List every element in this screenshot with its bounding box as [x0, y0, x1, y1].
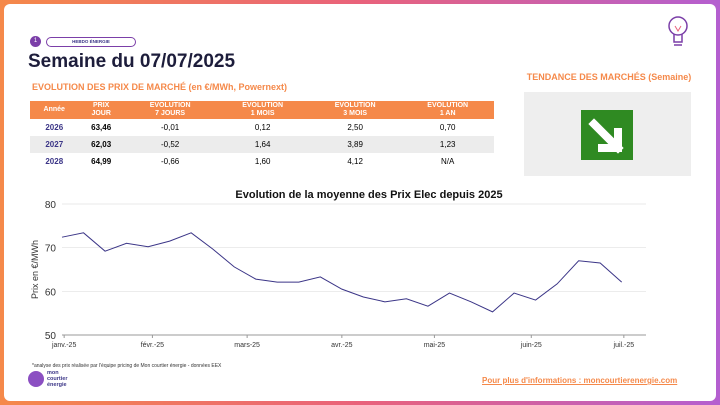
info-link[interactable]: Pour plus d'informations : moncourtieren…: [482, 376, 678, 385]
logo-mark: [28, 371, 44, 387]
x-tick-label: févr.-25: [141, 342, 164, 349]
trend-title: TENDANCE DES MARCHÉS (Semaine): [526, 72, 692, 82]
table-cell: 64,99: [91, 157, 112, 166]
trend-icon: [581, 110, 633, 160]
table-cell: -0,01: [161, 123, 180, 132]
x-tick-label: mars-25: [234, 342, 260, 349]
y-axis-label: Prix en €/MWh: [30, 240, 40, 299]
table-cell: 63,46: [91, 123, 112, 132]
y-tick-label: 50: [45, 331, 57, 342]
table-cell: -0,66: [161, 157, 180, 166]
table-cell: 3,89: [308, 136, 402, 153]
table-cell: -0,52: [123, 136, 217, 153]
title: Semaine du 07/07/2025: [28, 51, 236, 72]
tag: HEBDO ÉNERGIE: [46, 37, 136, 47]
logo-text: mon courtier énergie: [47, 370, 67, 388]
table-cell: 4,12: [347, 157, 363, 166]
trend-box: [524, 92, 691, 176]
column-header: EVOLUTION 3 MOIS: [308, 101, 402, 119]
line-series: [61, 232, 623, 313]
table-cell: 2026: [45, 123, 64, 132]
price-table: Année PRIX JOUR EVOLUTION 7 JOURS EVOLUTION…: [30, 101, 494, 170]
table-cell: 62,03: [78, 136, 124, 153]
logo-line: énergie: [47, 382, 67, 388]
table-cell: 2028: [45, 157, 64, 166]
chart-title: Evolution de la moyenne des Prix Elec de…: [235, 189, 502, 201]
table-row: 2027 62,03 -0,52 1,64 3,89 1,23: [30, 136, 494, 153]
column-header: EVOLUTION 1 MOIS: [216, 101, 309, 119]
table-row: 2026 63,46 -0,01 0,12 2,50 0,70: [30, 119, 494, 136]
table-cell: 1,60: [254, 157, 271, 166]
x-tick-label: janv.-25: [51, 342, 76, 349]
slide: 1 HEBDO ÉNERGIE Semaine du 07/07/2025 EV…: [4, 4, 716, 401]
x-tick-label: juil.-25: [613, 342, 635, 349]
table-cell: 1,23: [401, 136, 494, 153]
table-cell: 2,50: [347, 123, 363, 132]
y-tick-label: 80: [45, 200, 57, 211]
line-chart: Evolution de la moyenne des Prix Elec de…: [30, 189, 646, 349]
table-row: 2028 64,99 -0,66 1,60 4,12 N/A: [30, 153, 494, 170]
column-header: Année: [30, 101, 79, 119]
y-tick-label: 70: [45, 244, 57, 255]
logo-line: mon: [47, 370, 59, 376]
table-cell: 2027: [30, 136, 79, 153]
badge: 1: [30, 36, 41, 47]
table-cell: 1,64: [216, 136, 309, 153]
footnote: *analyse des prix réalisée par l'équipe …: [32, 363, 222, 369]
table-cell: 0,12: [254, 123, 271, 132]
table-cell: N/A: [441, 157, 455, 166]
x-tick-label: juin-25: [520, 342, 542, 349]
y-tick-label: 60: [45, 287, 57, 298]
subtitle: EVOLUTION DES PRIX DE MARCHÉ (en €/MWh, …: [32, 82, 288, 92]
bulb-icon: [668, 16, 688, 46]
column-header: EVOLUTION 1 AN: [401, 101, 494, 119]
logo-line: courtier: [47, 376, 68, 382]
x-tick-label: mai-25: [424, 342, 446, 349]
x-tick-label: avr.-25: [331, 342, 353, 349]
column-header: PRIX JOUR: [78, 101, 124, 119]
column-header: EVOLUTION 7 JOURS: [123, 101, 217, 119]
table-cell: 0,70: [439, 123, 456, 132]
